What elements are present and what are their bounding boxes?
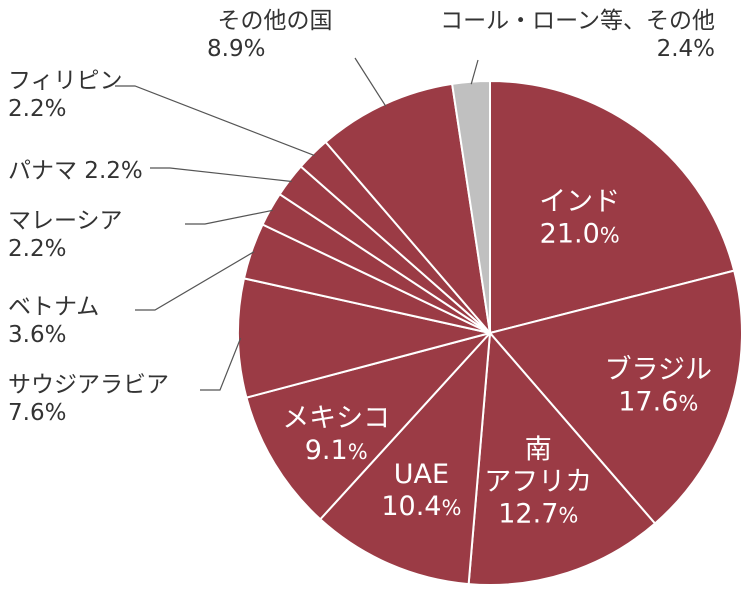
- pie-slice: [450, 79, 491, 334]
- slice-name-label: メキシコ: [282, 403, 390, 434]
- slice-value-label: 2.4%: [657, 36, 715, 62]
- slice-value-label: 8.9%: [207, 36, 265, 62]
- pie-slice: [245, 331, 494, 521]
- slice-name-label: ブラジル: [605, 355, 712, 386]
- pie-slice: [467, 330, 657, 586]
- slice-name-label: UAE: [394, 459, 449, 490]
- slice-name-label: 南: [525, 435, 552, 466]
- pie-slice: [237, 277, 491, 399]
- slice-value-label: 9.1%: [305, 435, 368, 466]
- slice-value-label: 10.4%: [381, 491, 461, 522]
- slice-name-label: ベトナム: [8, 294, 99, 320]
- slice-name-label: サウジアラビア: [8, 372, 169, 398]
- slice-value-label: 7.6%: [8, 400, 66, 426]
- slice-value-label: 2.2%: [8, 96, 66, 122]
- leader-lines: [115, 57, 479, 391]
- leader-line: [185, 209, 273, 225]
- leader-line: [150, 167, 292, 183]
- slice-value-label: 3.6%: [8, 322, 66, 348]
- leader-line: [115, 85, 315, 157]
- slice-name-label: その他の国: [218, 8, 333, 34]
- slice-name-label: フィリピン: [8, 68, 123, 94]
- slice-value-label: 21.0%: [540, 219, 620, 250]
- pie-slice: [318, 330, 492, 586]
- leader-line: [200, 337, 242, 391]
- slice-value-label: 17.6%: [618, 387, 698, 418]
- leader-line: [135, 251, 255, 311]
- pie-slice: [488, 269, 744, 525]
- slice-name-label: インド: [539, 187, 620, 218]
- slice-name-label: コール・ローン等、その他: [440, 8, 715, 34]
- slice-name-label: マレーシア: [8, 208, 123, 234]
- leader-line: [470, 59, 479, 85]
- slice-value-label: 2.2%: [8, 236, 66, 262]
- leader-line: [354, 57, 387, 107]
- slice-name-label: アフリカ: [484, 467, 592, 498]
- pie-slice: [489, 79, 736, 335]
- slice-value-label: 12.7%: [498, 499, 578, 530]
- pie-slices: [237, 79, 744, 586]
- slice-name-label: パナマ 2.2%: [8, 158, 143, 184]
